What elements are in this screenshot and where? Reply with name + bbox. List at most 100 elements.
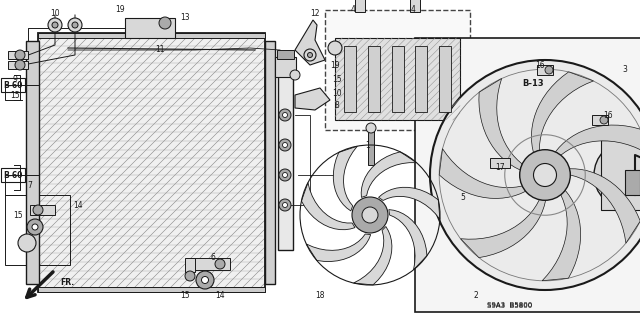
Circle shape (430, 60, 640, 290)
Bar (490, 158, 510, 168)
Polygon shape (479, 78, 522, 170)
Text: 5: 5 (461, 194, 465, 203)
Text: 6: 6 (211, 254, 216, 263)
Text: 15: 15 (13, 211, 23, 219)
Bar (368, 46, 380, 112)
Polygon shape (295, 88, 330, 110)
Polygon shape (301, 182, 355, 230)
Circle shape (534, 164, 557, 187)
Text: 15: 15 (10, 91, 20, 100)
Text: 11: 11 (156, 46, 164, 55)
Bar (275, 57, 296, 77)
Circle shape (279, 109, 291, 121)
Circle shape (279, 199, 291, 211)
Circle shape (15, 60, 25, 70)
Text: 10: 10 (332, 88, 342, 98)
Polygon shape (353, 226, 392, 285)
Text: 12: 12 (310, 9, 320, 18)
Circle shape (72, 22, 78, 28)
Text: 7: 7 (28, 181, 33, 189)
Bar (185, 258, 195, 272)
Circle shape (304, 49, 316, 61)
Circle shape (352, 197, 388, 233)
Bar (30, 205, 55, 215)
Text: 16: 16 (535, 61, 545, 70)
Polygon shape (379, 187, 440, 219)
Bar (265, 41, 275, 284)
Circle shape (366, 123, 376, 133)
Text: 2: 2 (474, 291, 478, 300)
Bar (38, 33, 265, 292)
Bar (625, 170, 640, 195)
Text: 15: 15 (332, 76, 342, 85)
Circle shape (52, 22, 58, 28)
Circle shape (15, 50, 25, 60)
Circle shape (290, 70, 300, 80)
Bar (601, 140, 640, 210)
Circle shape (27, 219, 43, 235)
Bar (344, 46, 356, 112)
Circle shape (282, 113, 287, 117)
Text: 8: 8 (335, 101, 339, 110)
Circle shape (32, 224, 38, 230)
Text: B-13: B-13 (522, 78, 543, 87)
Bar (355, 0, 365, 12)
Bar (335, 38, 460, 120)
Circle shape (196, 271, 214, 289)
Polygon shape (361, 152, 417, 197)
Bar (439, 46, 451, 112)
Circle shape (279, 169, 291, 181)
Polygon shape (38, 33, 265, 292)
Text: 17: 17 (495, 164, 505, 173)
Text: S9A3  B5800: S9A3 B5800 (488, 303, 532, 309)
Circle shape (362, 207, 378, 223)
Circle shape (307, 53, 312, 57)
Circle shape (282, 143, 287, 147)
Circle shape (282, 173, 287, 177)
Circle shape (48, 18, 62, 32)
Polygon shape (295, 20, 325, 65)
Text: 16: 16 (603, 110, 613, 120)
Text: 19: 19 (330, 61, 340, 70)
Polygon shape (333, 146, 357, 211)
Circle shape (215, 259, 225, 269)
Circle shape (328, 41, 342, 55)
Circle shape (18, 234, 36, 252)
Text: 1: 1 (365, 140, 371, 150)
Bar (190, 258, 230, 270)
Bar (410, 0, 420, 12)
Polygon shape (570, 169, 640, 243)
Circle shape (279, 139, 291, 151)
Text: 19: 19 (115, 5, 125, 14)
Text: 4: 4 (351, 5, 355, 14)
Text: 18: 18 (316, 291, 324, 300)
Text: B-60: B-60 (3, 80, 22, 90)
Circle shape (520, 150, 570, 200)
Text: 9: 9 (13, 76, 17, 85)
Circle shape (202, 277, 209, 284)
Polygon shape (461, 200, 546, 258)
Polygon shape (531, 72, 593, 152)
Bar (537, 65, 553, 75)
Circle shape (282, 203, 287, 207)
Circle shape (33, 205, 43, 215)
Bar (38, 287, 265, 292)
Bar (277, 50, 294, 59)
Circle shape (594, 141, 640, 209)
Text: 3: 3 (623, 65, 627, 75)
Bar (8, 61, 28, 69)
Text: 14: 14 (215, 291, 225, 300)
Text: FR.: FR. (60, 278, 74, 287)
Circle shape (600, 116, 608, 124)
Polygon shape (307, 234, 371, 262)
Circle shape (545, 66, 553, 74)
Bar (38, 33, 265, 38)
Text: 10: 10 (50, 9, 60, 18)
Text: B-60: B-60 (3, 170, 22, 180)
Circle shape (68, 18, 82, 32)
Bar (5, 195, 70, 265)
Bar (125, 18, 175, 38)
Bar (415, 46, 428, 112)
Polygon shape (542, 190, 580, 281)
Bar (392, 46, 403, 112)
